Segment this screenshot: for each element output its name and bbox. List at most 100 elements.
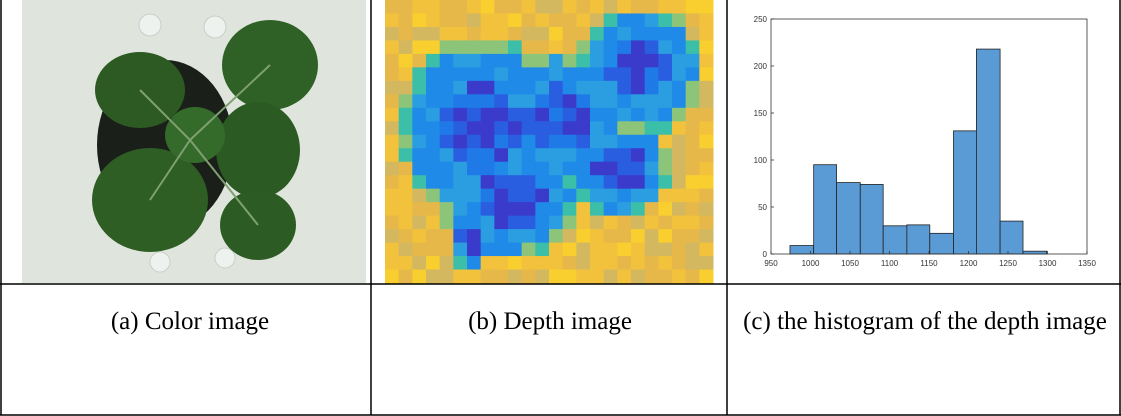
- depth-pixel: [645, 135, 659, 149]
- depth-pixel: [631, 121, 645, 135]
- depth-pixel: [494, 216, 508, 230]
- depth-pixel: [453, 0, 467, 14]
- depth-pixel: [467, 189, 481, 203]
- depth-pixel: [563, 162, 577, 176]
- depth-pixel: [535, 40, 549, 54]
- depth-pixel: [385, 243, 399, 257]
- depth-pixel: [481, 27, 495, 41]
- depth-pixel: [494, 94, 508, 108]
- depth-pixel: [631, 27, 645, 41]
- depth-pixel: [385, 148, 399, 162]
- depth-pixel: [426, 54, 440, 68]
- depth-pixel: [399, 162, 413, 176]
- depth-pixel: [699, 162, 713, 176]
- depth-pixel: [549, 94, 563, 108]
- depth-pixel: [385, 94, 399, 108]
- depth-pixel: [590, 67, 604, 81]
- depth-pixel: [508, 148, 522, 162]
- depth-pixel: [631, 189, 645, 203]
- depth-pixel: [645, 189, 659, 203]
- depth-pixel: [576, 162, 590, 176]
- depth-pixel: [453, 270, 467, 284]
- depth-pixel: [522, 121, 536, 135]
- depth-pixel: [467, 270, 481, 284]
- depth-pixel: [440, 27, 454, 41]
- depth-pixel: [412, 256, 426, 270]
- depth-pixel: [426, 189, 440, 203]
- depth-pixel: [686, 94, 700, 108]
- depth-pixel: [576, 189, 590, 203]
- depth-pixel: [453, 189, 467, 203]
- depth-pixel: [672, 40, 686, 54]
- depth-pixel: [481, 67, 495, 81]
- depth-pixel: [535, 67, 549, 81]
- depth-pixel: [453, 256, 467, 270]
- depth-pixel: [631, 0, 645, 14]
- depth-pixel: [453, 229, 467, 243]
- depth-pixel: [617, 148, 631, 162]
- depth-pixel: [481, 135, 495, 149]
- depth-pixel: [440, 202, 454, 216]
- depth-pixel: [426, 108, 440, 122]
- depth-pixel: [658, 256, 672, 270]
- depth-pixel: [672, 0, 686, 14]
- depth-pixel: [522, 94, 536, 108]
- depth-pixel: [535, 81, 549, 95]
- depth-pixel: [440, 270, 454, 284]
- depth-pixel: [645, 54, 659, 68]
- depth-pixel: [699, 0, 713, 14]
- depth-pixel: [426, 13, 440, 27]
- depth-pixel: [440, 121, 454, 135]
- depth-pixel: [440, 67, 454, 81]
- depth-pixel: [699, 54, 713, 68]
- depth-pixel: [535, 108, 549, 122]
- depth-pixel: [631, 108, 645, 122]
- depth-pixel: [494, 67, 508, 81]
- depth-pixel: [672, 108, 686, 122]
- x-tick-label: 1300: [1039, 259, 1057, 268]
- depth-pixel: [563, 256, 577, 270]
- depth-pixel: [535, 256, 549, 270]
- depth-pixel: [481, 40, 495, 54]
- depth-pixel: [494, 148, 508, 162]
- depth-pixel: [576, 135, 590, 149]
- depth-pixel: [549, 121, 563, 135]
- depth-pixel: [522, 67, 536, 81]
- depth-pixel: [699, 94, 713, 108]
- y-tick-label: 100: [754, 156, 768, 165]
- depth-pixel: [453, 175, 467, 189]
- depth-pixel: [686, 256, 700, 270]
- depth-pixel: [412, 162, 426, 176]
- depth-pixel: [467, 108, 481, 122]
- depth-pixel: [617, 94, 631, 108]
- depth-pixel: [453, 216, 467, 230]
- depth-pixel: [453, 67, 467, 81]
- depth-pixel: [563, 270, 577, 284]
- depth-pixel: [508, 229, 522, 243]
- depth-pixel: [672, 216, 686, 230]
- color-photo: [22, 0, 366, 283]
- depth-pixel: [399, 27, 413, 41]
- depth-pixel: [686, 216, 700, 230]
- depth-pixel: [467, 54, 481, 68]
- depth-pixel: [467, 0, 481, 14]
- depth-pixel: [385, 27, 399, 41]
- depth-pixel: [590, 27, 604, 41]
- depth-pixel: [631, 202, 645, 216]
- depth-pixel: [508, 13, 522, 27]
- depth-pixel: [645, 27, 659, 41]
- x-tick-label: 1050: [841, 259, 859, 268]
- depth-pixel: [699, 256, 713, 270]
- bar: [930, 233, 954, 254]
- depth-pixel: [672, 54, 686, 68]
- depth-pixel: [467, 202, 481, 216]
- depth-pixel: [604, 108, 618, 122]
- depth-pixel: [699, 40, 713, 54]
- depth-pixel: [672, 27, 686, 41]
- depth-pixel: [481, 202, 495, 216]
- depth-pixel: [645, 229, 659, 243]
- depth-image: [385, 0, 714, 284]
- depth-pixel: [645, 243, 659, 257]
- depth-pixel: [508, 0, 522, 14]
- depth-pixel: [686, 121, 700, 135]
